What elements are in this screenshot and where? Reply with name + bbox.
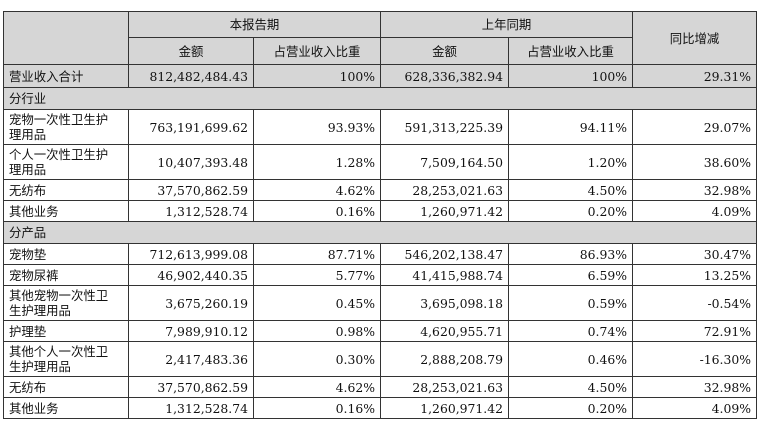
current-amount-cell: 37,570,862.59	[128, 376, 254, 398]
current-amount-cell: 7,989,910.12	[128, 320, 254, 342]
table-body: 营业收入合计 812,482,484.43 100% 628,336,382.9…	[3, 64, 757, 419]
table-row: 护理垫 7,989,910.12 0.98% 4,620,955.71 0.74…	[3, 320, 757, 342]
row-label: 无纺布	[3, 179, 129, 201]
current-share-cell: 87.71%	[253, 243, 381, 265]
section-by-product: 分产品	[3, 221, 757, 244]
table-row: 无纺布 37,570,862.59 4.62% 28,253,021.63 4.…	[3, 179, 757, 201]
current-share-cell: 0.16%	[253, 397, 381, 419]
prior-share-cell: 1.20%	[508, 144, 633, 180]
row-label: 其他业务	[3, 397, 129, 419]
section-by-industry: 分行业	[3, 87, 757, 110]
table-row: 其他宠物一次性卫生护理用品 3,675,260.19 0.45% 3,695,0…	[3, 285, 757, 321]
section-title: 分行业	[3, 87, 757, 110]
row-label: 其他宠物一次性卫生护理用品	[3, 285, 129, 321]
table-row: 其他个人一次性卫生护理用品 2,417,483.36 0.30% 2,888,2…	[3, 341, 757, 377]
prior-share-cell: 4.50%	[508, 376, 633, 398]
yoy-change-cell: 4.09%	[632, 397, 757, 419]
prior-share-cell: 4.50%	[508, 179, 633, 201]
prior-share-cell: 0.20%	[508, 200, 633, 222]
current-amount-cell: 37,570,862.59	[128, 179, 254, 201]
row-label: 个人一次性卫生护理用品	[3, 144, 129, 180]
prior-amount-cell: 2,888,208.79	[380, 341, 509, 377]
current-amount-cell: 812,482,484.43	[128, 64, 254, 88]
table-row: 无纺布 37,570,862.59 4.62% 28,253,021.63 4.…	[3, 376, 757, 398]
row-label: 其他业务	[3, 200, 129, 222]
current-share-cell: 0.30%	[253, 341, 381, 377]
current-share-cell: 4.62%	[253, 376, 381, 398]
prior-amount-cell: 4,620,955.71	[380, 320, 509, 342]
table-row: 个人一次性卫生护理用品 10,407,393.48 1.28% 7,509,16…	[3, 144, 757, 180]
current-amount-cell: 2,417,483.36	[128, 341, 254, 377]
row-label: 无纺布	[3, 376, 129, 398]
header-prior-period: 上年同期	[380, 11, 633, 38]
yoy-change-cell: 72.91%	[632, 320, 757, 342]
header-current-share: 占营业收入比重	[253, 37, 381, 65]
current-share-cell: 0.16%	[253, 200, 381, 222]
prior-amount-cell: 41,415,988.74	[380, 264, 509, 286]
header-prior-amount: 金额	[380, 37, 509, 65]
current-share-cell: 93.93%	[253, 109, 381, 145]
prior-amount-cell: 28,253,021.63	[380, 179, 509, 201]
current-share-cell: 1.28%	[253, 144, 381, 180]
prior-amount-cell: 1,260,971.42	[380, 200, 509, 222]
table-row: 其他业务 1,312,528.74 0.16% 1,260,971.42 0.2…	[3, 200, 757, 222]
current-amount-cell: 1,312,528.74	[128, 397, 254, 419]
current-amount-cell: 763,191,699.62	[128, 109, 254, 145]
table-header: 本报告期 上年同期 同比增减 金额 占营业收入比重 金额 占营业收入比重	[3, 11, 757, 65]
header-corner-cell	[3, 11, 129, 65]
header-prior-share: 占营业收入比重	[508, 37, 633, 65]
current-share-cell: 4.62%	[253, 179, 381, 201]
header-yoy-change: 同比增减	[632, 11, 757, 65]
yoy-change-cell: 29.31%	[632, 64, 757, 88]
current-share-cell: 0.45%	[253, 285, 381, 321]
yoy-change-cell: 13.25%	[632, 264, 757, 286]
prior-amount-cell: 546,202,138.47	[380, 243, 509, 265]
yoy-change-cell: 30.47%	[632, 243, 757, 265]
row-label: 其他个人一次性卫生护理用品	[3, 341, 129, 377]
prior-amount-cell: 1,260,971.42	[380, 397, 509, 419]
prior-share-cell: 86.93%	[508, 243, 633, 265]
prior-amount-cell: 28,253,021.63	[380, 376, 509, 398]
row-label: 宠物尿裤	[3, 264, 129, 286]
row-label: 宠物垫	[3, 243, 129, 265]
yoy-change-cell: 32.98%	[632, 179, 757, 201]
current-share-cell: 5.77%	[253, 264, 381, 286]
header-current-amount: 金额	[128, 37, 254, 65]
current-amount-cell: 3,675,260.19	[128, 285, 254, 321]
prior-share-cell: 100%	[508, 64, 633, 88]
row-label: 营业收入合计	[3, 64, 129, 88]
yoy-change-cell: 38.60%	[632, 144, 757, 180]
prior-share-cell: 0.59%	[508, 285, 633, 321]
table-row: 宠物尿裤 46,902,440.35 5.77% 41,415,988.74 6…	[3, 264, 757, 286]
prior-amount-cell: 7,509,164.50	[380, 144, 509, 180]
total-revenue-row: 营业收入合计 812,482,484.43 100% 628,336,382.9…	[3, 64, 757, 88]
table-row: 其他业务 1,312,528.74 0.16% 1,260,971.42 0.2…	[3, 397, 757, 419]
prior-amount-cell: 3,695,098.18	[380, 285, 509, 321]
current-share-cell: 100%	[253, 64, 381, 88]
yoy-change-cell: -16.30%	[632, 341, 757, 377]
yoy-change-cell: 32.98%	[632, 376, 757, 398]
current-amount-cell: 46,902,440.35	[128, 264, 254, 286]
current-amount-cell: 10,407,393.48	[128, 144, 254, 180]
prior-share-cell: 94.11%	[508, 109, 633, 145]
prior-share-cell: 6.59%	[508, 264, 633, 286]
revenue-breakdown-table: 本报告期 上年同期 同比增减 金额 占营业收入比重 金额 占营业收入比重 营业收…	[3, 11, 757, 419]
prior-amount-cell: 591,313,225.39	[380, 109, 509, 145]
current-share-cell: 0.98%	[253, 320, 381, 342]
prior-share-cell: 0.46%	[508, 341, 633, 377]
prior-amount-cell: 628,336,382.94	[380, 64, 509, 88]
current-amount-cell: 1,312,528.74	[128, 200, 254, 222]
row-label: 护理垫	[3, 320, 129, 342]
current-amount-cell: 712,613,999.08	[128, 243, 254, 265]
prior-share-cell: 0.20%	[508, 397, 633, 419]
table-row: 宠物一次性卫生护理用品 763,191,699.62 93.93% 591,31…	[3, 109, 757, 145]
prior-share-cell: 0.74%	[508, 320, 633, 342]
yoy-change-cell: 4.09%	[632, 200, 757, 222]
row-label: 宠物一次性卫生护理用品	[3, 109, 129, 145]
yoy-change-cell: -0.54%	[632, 285, 757, 321]
header-current-period: 本报告期	[128, 11, 381, 38]
table-row: 宠物垫 712,613,999.08 87.71% 546,202,138.47…	[3, 243, 757, 265]
section-title: 分产品	[3, 221, 757, 244]
yoy-change-cell: 29.07%	[632, 109, 757, 145]
